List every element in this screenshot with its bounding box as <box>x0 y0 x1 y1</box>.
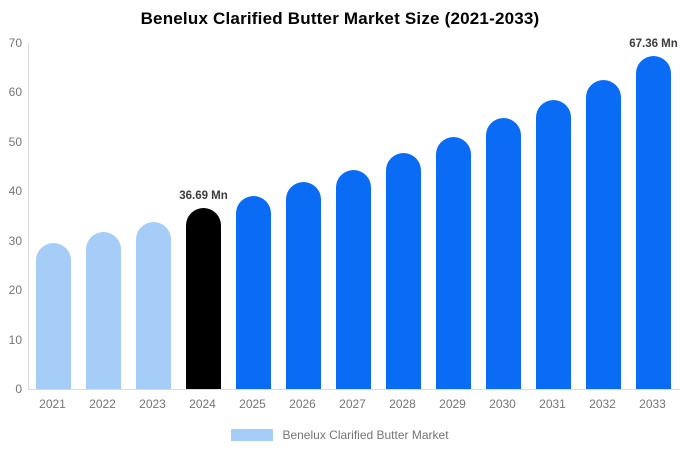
bar-value-label-2033: 67.36 Mn <box>629 38 678 51</box>
x-axis-tick-label-2025: 2025 <box>239 397 266 411</box>
y-axis-tick-label-10: 10 <box>8 332 22 347</box>
x-axis-tick-label-2024: 2024 <box>189 397 216 411</box>
y-axis-tick-label-0: 0 <box>15 382 22 396</box>
bar-2026[interactable] <box>286 181 321 389</box>
bar-2032[interactable] <box>586 80 621 389</box>
bar-2024[interactable] <box>186 207 221 389</box>
x-axis-tick-label-2032: 2032 <box>589 397 616 411</box>
x-axis-tick-label-2030: 2030 <box>489 397 516 411</box>
bar-2021[interactable] <box>36 243 71 389</box>
x-axis-tick-label-2023: 2023 <box>139 397 166 411</box>
bar-2030[interactable] <box>486 118 521 389</box>
x-axis-tick-label-2031: 2031 <box>539 397 566 411</box>
bar-2022[interactable] <box>86 231 121 389</box>
y-axis-tick-label-30: 30 <box>8 233 22 248</box>
bar-2029[interactable] <box>436 136 471 389</box>
y-axis-tick-label-20: 20 <box>8 283 22 298</box>
x-axis-tick-label-2027: 2027 <box>339 397 366 411</box>
y-axis-tick-label-60: 60 <box>8 85 22 100</box>
y-axis-tick-label-70: 70 <box>8 36 22 50</box>
x-axis-tick-label-2028: 2028 <box>389 397 416 411</box>
legend-label: Benelux Clarified Butter Market <box>282 428 449 442</box>
y-axis-tick-label-50: 50 <box>8 134 22 149</box>
bar-2025[interactable] <box>236 196 271 389</box>
x-axis-tick-label-2029: 2029 <box>439 397 466 411</box>
bar-2027[interactable] <box>336 170 371 389</box>
x-axis-tick-label-2021: 2021 <box>39 397 66 411</box>
bar-value-label-2024: 36.69 Mn <box>179 189 228 202</box>
x-axis-tick-label-2033: 2033 <box>639 397 666 411</box>
y-axis-tick-label-40: 40 <box>8 184 22 199</box>
bar-2023[interactable] <box>136 221 171 389</box>
legend-item[interactable]: Benelux Clarified Butter Market <box>231 428 449 442</box>
bar-2028[interactable] <box>386 153 421 389</box>
x-axis-tick-label-2022: 2022 <box>89 397 116 411</box>
legend: Benelux Clarified Butter Market <box>0 426 680 444</box>
x-axis-tick-label-2026: 2026 <box>289 397 316 411</box>
plot-area: 36.69 Mn 67.36 Mn <box>28 38 680 390</box>
bar-2031[interactable] <box>536 99 571 389</box>
legend-swatch <box>231 429 274 441</box>
chart-title: Benelux Clarified Butter Market Size (20… <box>140 9 540 28</box>
bar-2033[interactable] <box>636 56 671 389</box>
